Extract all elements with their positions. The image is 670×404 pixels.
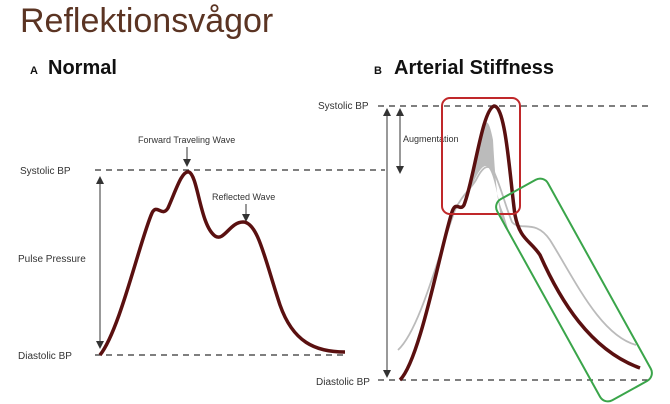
label: Augmentation <box>403 134 459 144</box>
slide-title: Reflektionsvågor <box>20 2 273 40</box>
label: Diastolic BP <box>18 351 72 362</box>
label: Pulse Pressure <box>18 254 86 265</box>
label: Systolic BP <box>318 101 369 112</box>
stiff-curve <box>398 104 641 382</box>
augmentation-area <box>466 122 509 232</box>
label: Systolic BP <box>20 166 71 177</box>
normal-curve <box>397 166 637 351</box>
label: Forward Traveling Wave <box>138 135 235 145</box>
panel-letter: B <box>374 65 382 77</box>
highlight-box <box>441 97 521 215</box>
panel-title: Arterial Stiffness <box>394 57 554 79</box>
panel-title: Normal <box>48 57 117 79</box>
pressure-curve <box>98 170 346 357</box>
label: Reflected Wave <box>212 192 275 202</box>
panel-letter: A <box>30 65 38 77</box>
highlight-box <box>495 177 653 403</box>
label: Diastolic BP <box>316 377 370 388</box>
